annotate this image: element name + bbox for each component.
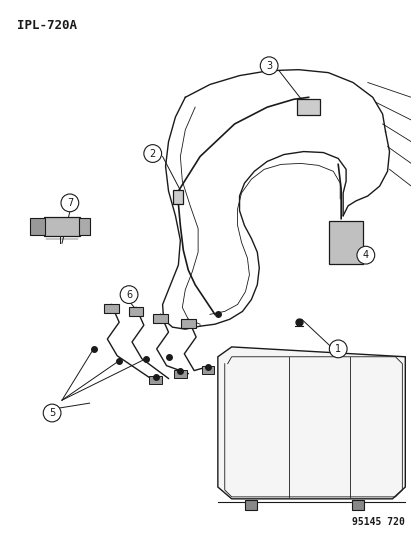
Circle shape — [120, 286, 138, 303]
Text: 7: 7 — [66, 198, 73, 208]
Text: 4: 4 — [362, 250, 368, 260]
Circle shape — [260, 57, 278, 75]
Text: 95145 720: 95145 720 — [351, 516, 404, 527]
FancyBboxPatch shape — [174, 370, 186, 378]
FancyBboxPatch shape — [296, 99, 320, 115]
FancyBboxPatch shape — [153, 314, 168, 323]
Text: 6: 6 — [126, 289, 132, 300]
Text: 2: 2 — [149, 149, 155, 158]
FancyBboxPatch shape — [328, 221, 362, 264]
Circle shape — [43, 404, 61, 422]
FancyBboxPatch shape — [104, 304, 119, 313]
Circle shape — [61, 194, 78, 212]
FancyBboxPatch shape — [30, 218, 45, 235]
FancyBboxPatch shape — [201, 366, 214, 374]
FancyBboxPatch shape — [79, 219, 90, 235]
FancyBboxPatch shape — [245, 500, 257, 510]
Text: IPL-720A: IPL-720A — [17, 19, 76, 32]
FancyBboxPatch shape — [44, 217, 80, 236]
Text: 1: 1 — [335, 344, 340, 354]
Text: 5: 5 — [49, 408, 55, 418]
Circle shape — [356, 246, 374, 264]
Polygon shape — [217, 347, 404, 499]
Circle shape — [328, 340, 346, 358]
FancyBboxPatch shape — [149, 376, 161, 384]
FancyBboxPatch shape — [351, 500, 363, 510]
FancyBboxPatch shape — [173, 190, 183, 204]
Text: 3: 3 — [266, 61, 272, 71]
FancyBboxPatch shape — [180, 319, 195, 328]
FancyBboxPatch shape — [128, 307, 143, 316]
Circle shape — [143, 144, 161, 163]
